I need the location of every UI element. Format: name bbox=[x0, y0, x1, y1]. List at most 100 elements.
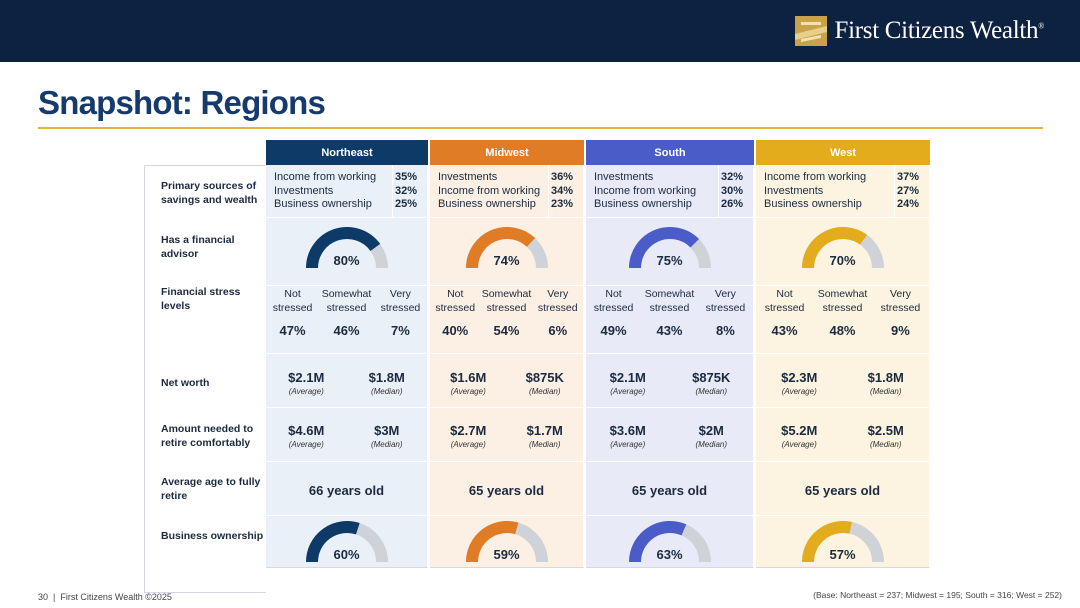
row-separator bbox=[756, 217, 929, 218]
advisor-gauge-south-value: 75% bbox=[656, 253, 683, 268]
header-bar: First Citizens Wealth® bbox=[0, 0, 1080, 62]
row-separator bbox=[430, 515, 583, 516]
stress-value: 40% bbox=[442, 323, 469, 338]
retire-avg: $2.7M (Average) bbox=[430, 423, 507, 449]
source-value: 30% bbox=[720, 184, 743, 197]
source-value: 34% bbox=[550, 184, 573, 197]
retire-south: $3.6M (Average) $2M (Median) bbox=[586, 423, 753, 449]
business-gauge-northeast-fill bbox=[305, 521, 360, 563]
source-value: 32% bbox=[394, 184, 417, 197]
retire-west: $5.2M (Average) $2.5M (Median) bbox=[756, 423, 929, 449]
retire-avg: $5.2M (Average) bbox=[756, 423, 843, 449]
retire-median: $2M (Median) bbox=[670, 423, 754, 449]
page-title: Snapshot: Regions bbox=[38, 84, 326, 121]
stress-not-south: Not stressed 49% bbox=[586, 288, 641, 338]
stress-west: Not stressed 43% Somewhat stressed 48% Very str… bbox=[756, 288, 929, 338]
stress-label: Somewhat stressed bbox=[644, 288, 695, 314]
advisor-gauge-northeast: 80% bbox=[266, 223, 427, 271]
retire-avg-value: $2.7M bbox=[450, 423, 487, 438]
row-separator bbox=[586, 353, 753, 354]
source-name: Investments bbox=[764, 184, 824, 197]
region-header-midwest: Midwest bbox=[430, 140, 584, 165]
row-separator bbox=[756, 285, 929, 286]
source-item: Income from working 35% bbox=[266, 171, 427, 185]
region-west: West Income from working 37% Investments 27%… bbox=[756, 140, 930, 568]
advisor-gauge-south-arc bbox=[628, 227, 711, 269]
row-label-sources: Primary sources of savings and wealth bbox=[161, 180, 258, 206]
sources-divider bbox=[392, 165, 393, 217]
source-item: Investments 32% bbox=[586, 171, 753, 185]
stress-value: 8% bbox=[716, 323, 735, 338]
stress-label: Somewhat stressed bbox=[321, 288, 372, 314]
brand-name: First Citizens Wealth® bbox=[834, 17, 1045, 44]
stress-label: Not stressed bbox=[593, 288, 634, 314]
row-label-business: Business ownership bbox=[161, 530, 264, 542]
region-northeast: Northeast Income from working 35% Investmen… bbox=[266, 140, 428, 568]
row-separator bbox=[430, 217, 583, 218]
advisor-gauge-northeast-value: 80% bbox=[333, 253, 360, 268]
row-separator bbox=[430, 285, 583, 286]
row-separator bbox=[266, 285, 427, 286]
networth-median: $875K (Median) bbox=[670, 370, 754, 396]
source-name: Investments bbox=[438, 171, 498, 183]
networth-median-label: (Median) bbox=[370, 387, 403, 396]
title-divider bbox=[38, 127, 1043, 129]
stress-value: 54% bbox=[493, 323, 520, 338]
source-name: Income from working bbox=[594, 184, 697, 197]
advisor-gauge-midwest: 74% bbox=[430, 223, 583, 271]
stress-value: 46% bbox=[333, 323, 360, 338]
row-separator bbox=[586, 515, 753, 516]
networth-northeast: $2.1M (Average) $1.8M (Median) bbox=[266, 370, 427, 396]
source-value: 24% bbox=[896, 198, 919, 210]
stress-somewhat-south: Somewhat stressed 43% bbox=[642, 288, 697, 338]
stress-very-south: Very stressed 8% bbox=[698, 288, 753, 338]
row-label-networth: Net worth bbox=[161, 377, 210, 389]
stress-label: Somewhat stressed bbox=[481, 288, 532, 314]
retire-median: $2.5M (Median) bbox=[843, 423, 930, 449]
retire-avg-label: (Average) bbox=[450, 440, 486, 449]
stress-value: 9% bbox=[891, 323, 910, 338]
business-gauge-south-fill bbox=[628, 521, 686, 563]
source-item: Business ownership 23% bbox=[430, 198, 583, 212]
retire-median-value: $2M bbox=[698, 423, 724, 438]
row-separator bbox=[586, 285, 753, 286]
source-value: 36% bbox=[550, 171, 573, 183]
row-separator bbox=[430, 407, 583, 408]
retire-median-value: $1.7M bbox=[526, 423, 563, 438]
networth-avg-value: $2.1M bbox=[609, 370, 646, 385]
stress-somewhat-midwest: Somewhat stressed 54% bbox=[481, 288, 532, 338]
networth-west: $2.3M (Average) $1.8M (Median) bbox=[756, 370, 929, 396]
networth-avg-label: (Average) bbox=[288, 387, 324, 396]
row-separator bbox=[756, 353, 929, 354]
source-name: Investments bbox=[594, 171, 654, 183]
retire-median-value: $3M bbox=[374, 423, 400, 438]
advisor-gauge-northeast-fill bbox=[305, 227, 380, 269]
networth-median: $1.8M (Median) bbox=[347, 370, 428, 396]
source-item: Business ownership 25% bbox=[266, 198, 427, 212]
retire-avg-value: $4.6M bbox=[288, 423, 325, 438]
networth-median: $1.8M (Median) bbox=[843, 370, 930, 396]
business-gauge-northeast-value: 60% bbox=[333, 547, 360, 562]
networth-south: $2.1M (Average) $875K (Median) bbox=[586, 370, 753, 396]
row-separator bbox=[756, 461, 929, 462]
source-item: Income from working 37% bbox=[756, 171, 929, 185]
networth-median-label: (Median) bbox=[695, 387, 728, 396]
stress-value: 7% bbox=[391, 323, 410, 338]
stress-value: 49% bbox=[600, 323, 627, 338]
business-gauge-west-value: 57% bbox=[829, 547, 856, 562]
source-value: 26% bbox=[720, 198, 743, 210]
stress-south: Not stressed 49% Somewhat stressed 43% Very str… bbox=[586, 288, 753, 338]
stress-value: 48% bbox=[829, 323, 856, 338]
stress-label: Very stressed bbox=[537, 288, 578, 314]
networth-avg: $2.3M (Average) bbox=[756, 370, 843, 396]
networth-median-value: $875K bbox=[692, 370, 731, 385]
advisor-gauge-south: 75% bbox=[586, 223, 753, 271]
stress-midwest: Not stressed 40% Somewhat stressed 54% Very str… bbox=[430, 288, 583, 338]
stress-value: 6% bbox=[548, 323, 568, 338]
business-gauge-west: 57% bbox=[756, 517, 929, 565]
stress-value: 47% bbox=[279, 323, 306, 338]
stress-label: Not stressed bbox=[764, 288, 805, 314]
networth-median-value: $875K bbox=[525, 370, 564, 385]
business-gauge-south-arc bbox=[628, 521, 711, 563]
row-separator bbox=[586, 217, 753, 218]
